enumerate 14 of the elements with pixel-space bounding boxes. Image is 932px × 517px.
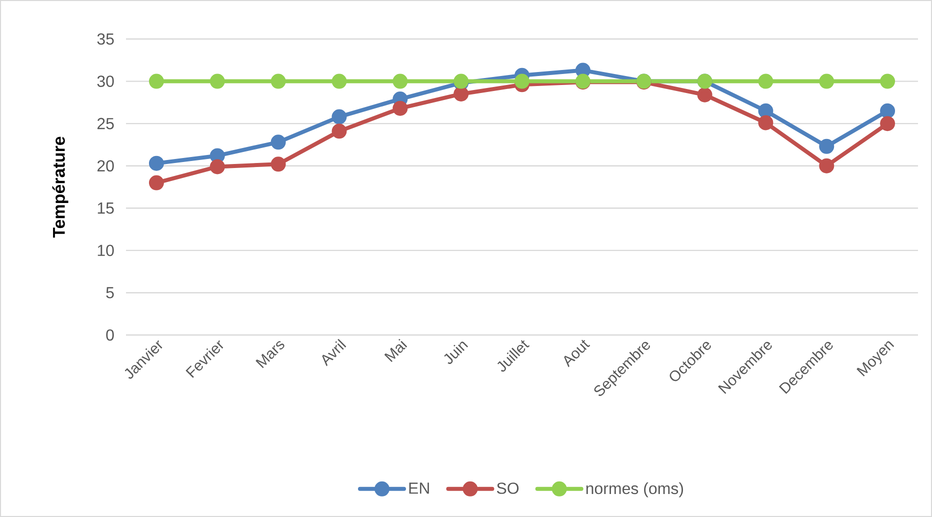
x-tick-label: Mai bbox=[384, 338, 408, 362]
y-tick-label: 10 bbox=[98, 244, 114, 256]
y-tick-label: 30 bbox=[97, 76, 114, 87]
y-tick-label: 25 bbox=[97, 118, 114, 130]
legend-label: EN bbox=[409, 482, 429, 494]
legend-label: SO bbox=[496, 482, 519, 494]
x-tick-label: Juin bbox=[444, 342, 468, 364]
y-tick-label: 35 bbox=[97, 33, 114, 45]
y-tick-label: 5 bbox=[106, 287, 114, 298]
y-axis-title: Température bbox=[52, 136, 68, 238]
y-tick-label: 20 bbox=[97, 160, 114, 172]
legend-label: normes (oms) bbox=[586, 482, 683, 498]
y-tick-label: 15 bbox=[98, 202, 114, 214]
y-tick-label: 0 bbox=[106, 329, 114, 341]
